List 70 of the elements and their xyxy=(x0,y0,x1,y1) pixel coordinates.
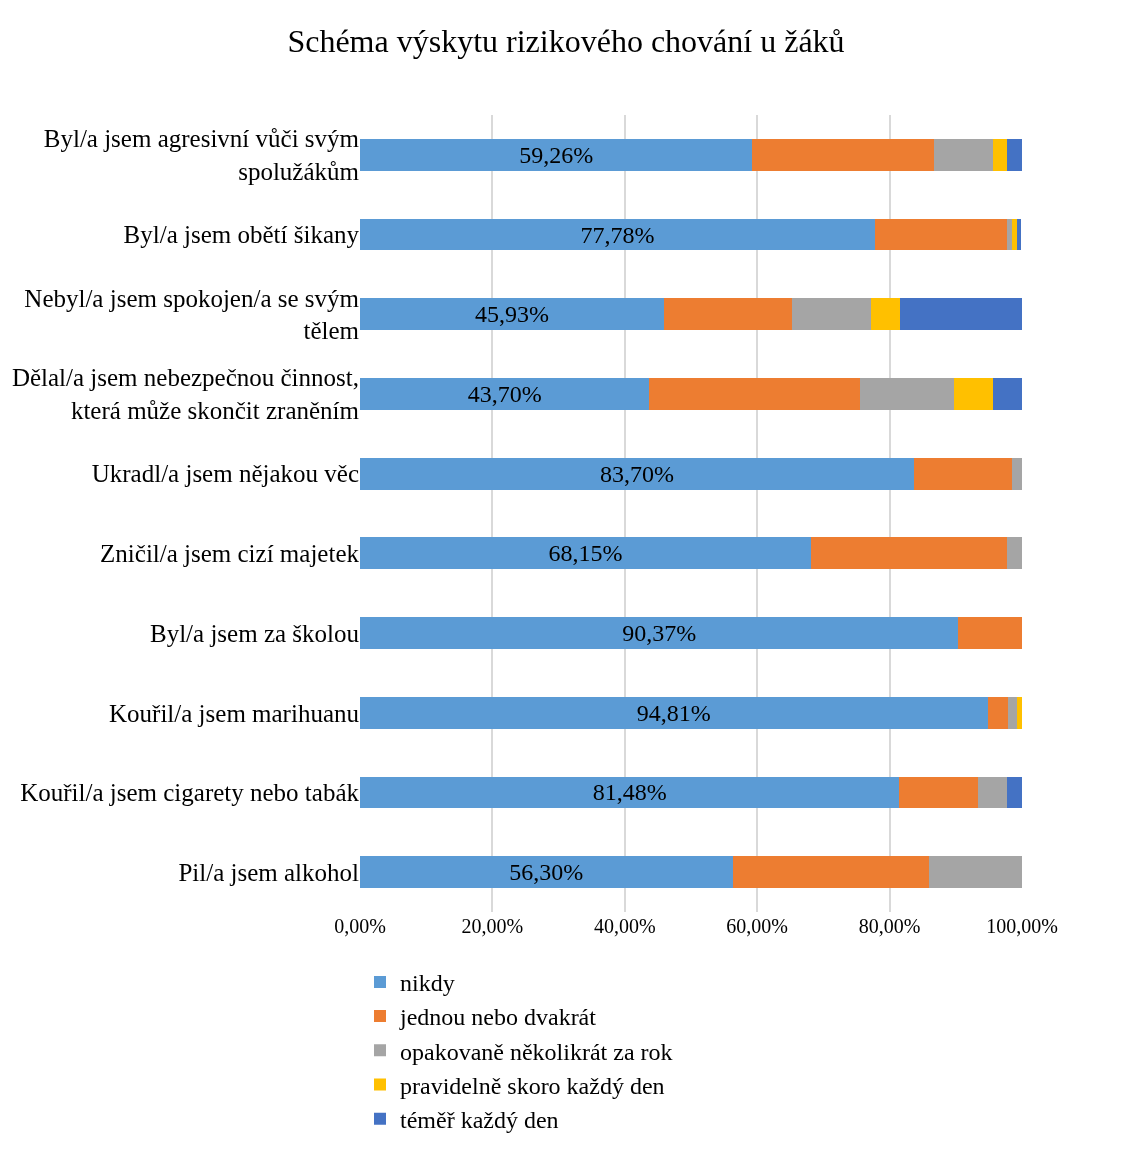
y-tick-label: Dělal/a jsem nebezpečnou činnost, která může skončit zraněním xyxy=(11,364,360,424)
bar xyxy=(360,138,753,171)
legend-label: jednou nebo dvakrát xyxy=(399,1004,597,1031)
bar xyxy=(860,378,954,410)
x-tick-label: 40,00% xyxy=(593,915,656,937)
x-tick-label: 100,00% xyxy=(986,915,1058,937)
bar xyxy=(992,138,1008,171)
bar xyxy=(649,378,861,410)
bar xyxy=(1007,776,1022,809)
data-label: 68,15% xyxy=(548,540,623,567)
data-label: 90,37% xyxy=(622,620,697,647)
x-tick-label: 20,00% xyxy=(461,915,524,937)
bar xyxy=(928,856,1022,889)
y-tick-label: Ukradl/a jsem nějakou věc xyxy=(91,460,359,488)
bar xyxy=(914,457,1013,490)
bar xyxy=(360,776,900,809)
data-label: 59,26% xyxy=(519,141,594,168)
bar xyxy=(1017,696,1022,729)
bar xyxy=(992,378,1022,410)
bar xyxy=(1007,218,1012,251)
bar xyxy=(899,298,1022,331)
y-tick-label: Byl/a jsem obětí šikany xyxy=(123,221,360,249)
data-label: 56,30% xyxy=(509,859,584,886)
bar xyxy=(1007,138,1022,171)
bar xyxy=(360,537,812,570)
legend-label: téměř každý den xyxy=(400,1107,559,1134)
bar xyxy=(732,856,929,889)
bar xyxy=(1011,218,1017,251)
chart-title: Schéma výskytu rizikového chování u žáků xyxy=(287,22,845,59)
legend-label: pravidelně skoro každý den xyxy=(400,1072,665,1099)
bar xyxy=(933,138,993,171)
bar xyxy=(360,378,650,410)
bar xyxy=(360,298,665,331)
data-label: 81,48% xyxy=(592,779,667,806)
data-label: 77,78% xyxy=(580,221,655,248)
x-tick-label: 0,00% xyxy=(334,915,386,937)
bar xyxy=(360,617,959,649)
bar xyxy=(1007,537,1022,570)
bar xyxy=(360,696,988,729)
y-tick-label: Pil/a jsem alkohol xyxy=(178,858,360,886)
legend-label: opakovaně několikrát za rok xyxy=(400,1038,673,1065)
data-label: 43,70% xyxy=(467,380,542,407)
data-label: 94,81% xyxy=(636,699,711,726)
bar xyxy=(752,138,934,171)
bar xyxy=(360,218,875,251)
bar xyxy=(953,378,993,410)
x-tick-label: 80,00% xyxy=(858,915,921,937)
y-tick-label: Nebyl/a jsem spokojen/a se svým tělem xyxy=(24,284,360,345)
bar xyxy=(987,696,1008,729)
bar xyxy=(360,457,915,490)
bar xyxy=(958,617,1022,649)
bar xyxy=(811,537,1008,570)
bar xyxy=(874,218,1008,251)
bar xyxy=(978,776,1008,809)
legend-label: nikdy xyxy=(400,970,455,997)
bar xyxy=(870,298,900,331)
y-tick-label: Byl/a jsem za školou xyxy=(150,619,360,647)
bar xyxy=(791,298,871,331)
y-tick-label: Zničil/a jsem cizí majetek xyxy=(100,540,360,568)
x-tick-label: 60,00% xyxy=(726,915,789,937)
y-tick-label: Kouřil/a jsem cigarety nebo tabák xyxy=(20,779,360,807)
bar xyxy=(1007,696,1018,729)
y-tick-label: Kouřil/a jsem marihuanu xyxy=(109,699,360,727)
y-tick-label: Byl/a jsem agresivní vůči svým spolužákům xyxy=(43,125,360,185)
bar xyxy=(360,856,733,889)
bar xyxy=(1012,457,1022,490)
data-label: 83,70% xyxy=(600,460,675,487)
bar xyxy=(664,298,792,331)
bar xyxy=(899,776,979,809)
data-label: 45,93% xyxy=(475,301,550,328)
